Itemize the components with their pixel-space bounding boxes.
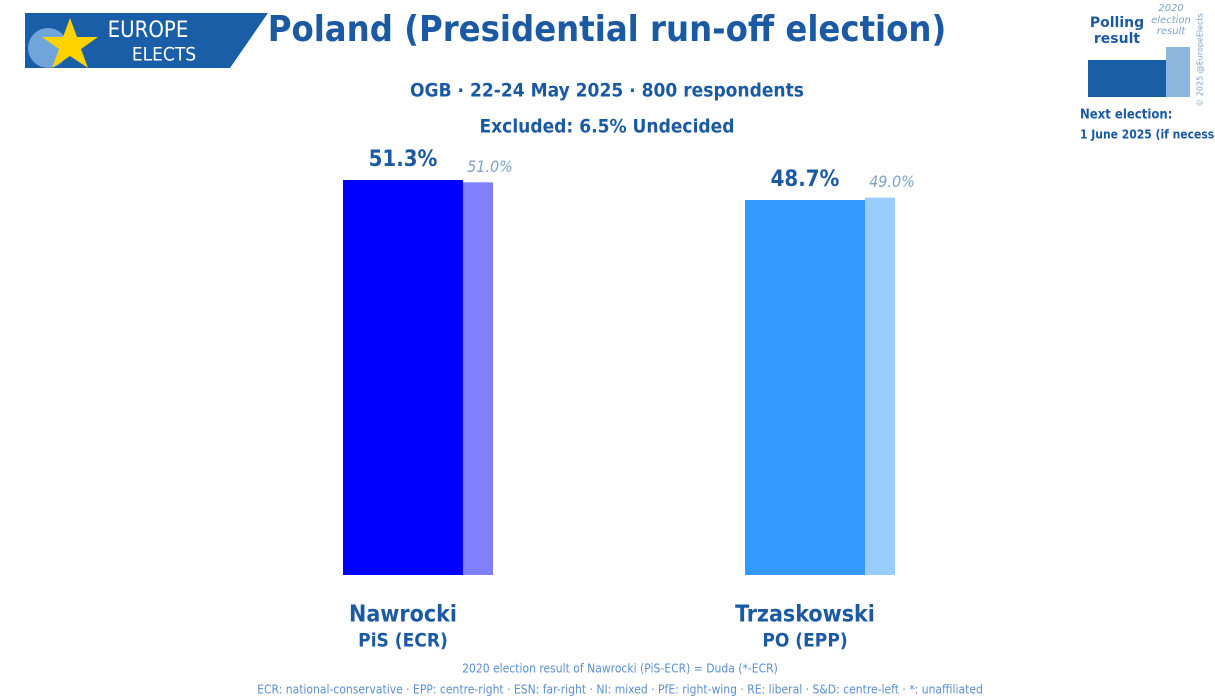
note: Excluded: 6.5% Undecided (479, 116, 734, 138)
footnote: 2020 election result of Nawrocki (PiS-EC… (462, 662, 778, 676)
copyright: © 2025 @EuropeElects (1196, 13, 1205, 106)
legend-label: 2020 election result (1151, 3, 1191, 37)
next-election: Next election: (1080, 108, 1172, 123)
legend-swatch (1166, 47, 1190, 97)
bar (343, 180, 463, 575)
party-label: PO (EPP) (762, 630, 847, 652)
next-election: 1 June 2025 (if necessary) (1080, 128, 1215, 142)
logo: EUROPE ELECTS (25, 13, 268, 68)
value-label: 51.0% (467, 157, 513, 176)
value-label: 51.3% (369, 147, 438, 172)
bar (463, 182, 493, 575)
legend-swatch (1088, 60, 1166, 97)
footnote: ECR: national-conservative · EPP: centre… (257, 683, 983, 697)
legend-label: Polling result (1089, 15, 1145, 48)
logo-text: ELECTS (132, 44, 196, 66)
logo-star (42, 18, 98, 68)
logo-text: EUROPE (108, 18, 189, 43)
value-label: 49.0% (869, 172, 915, 191)
party-label: PiS (ECR) (358, 630, 448, 652)
category-label: Nawrocki (349, 602, 457, 628)
subtitle: OGB · 22-24 May 2025 · 800 respondents (410, 80, 804, 102)
logo-banner (25, 13, 268, 68)
bar (865, 197, 895, 576)
value-label: 48.7% (771, 167, 840, 192)
category-label: Trzaskowski (735, 602, 875, 628)
chart-title: Poland (Presidential run-off election) (268, 9, 947, 50)
bar (745, 200, 865, 576)
